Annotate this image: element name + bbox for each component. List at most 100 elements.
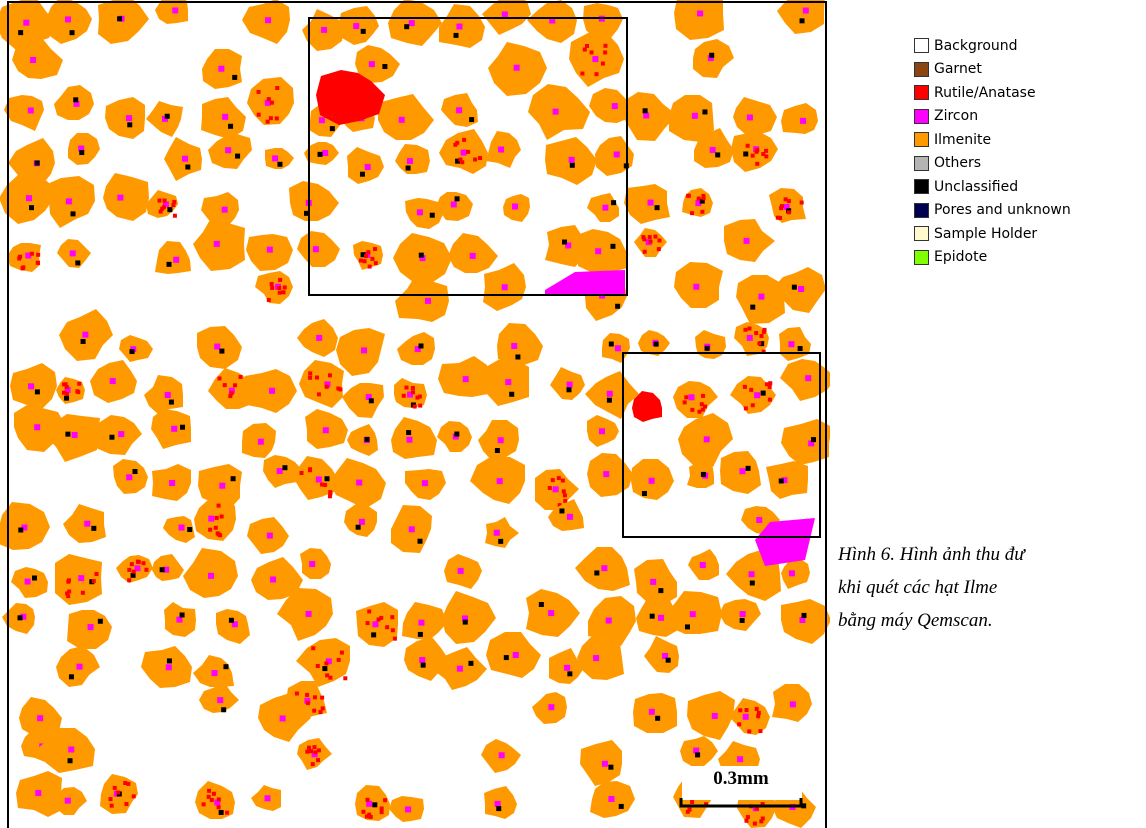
- rutile-spot: [218, 533, 222, 537]
- zircon-spot: [788, 341, 794, 347]
- unclassified-spot: [223, 664, 228, 669]
- grain: [289, 181, 339, 221]
- zircon-spot: [569, 157, 575, 163]
- zircon-spot: [214, 344, 220, 350]
- legend-label: Epidote: [934, 249, 987, 265]
- rutile-spot: [700, 210, 704, 214]
- rutile-spot: [746, 144, 750, 148]
- zircon-spot: [35, 790, 41, 796]
- rutile-spot: [113, 786, 117, 790]
- unclassified-spot: [650, 614, 655, 619]
- legend-label: Others: [934, 155, 981, 171]
- zircon-spot: [505, 379, 511, 385]
- rutile-spot: [657, 238, 661, 242]
- zircon-spot: [225, 147, 231, 153]
- unclassified-spot: [495, 448, 500, 453]
- zircon-spot: [803, 8, 809, 14]
- rutile-spot: [267, 97, 271, 101]
- grain: [695, 330, 726, 359]
- zircon-spot: [372, 621, 378, 627]
- rutile-spot: [415, 396, 419, 400]
- unclassified-spot: [229, 618, 234, 623]
- rutile-spot: [402, 394, 406, 398]
- rutile-spot: [744, 406, 748, 410]
- rutile-spot: [478, 156, 482, 160]
- unclassified-spot: [180, 425, 185, 430]
- scale-bar-label: 0.3mm: [713, 768, 769, 789]
- rutile-spot: [746, 815, 750, 819]
- zircon-spot: [173, 257, 179, 263]
- unclassified-spot: [219, 810, 224, 815]
- zircon-spot: [595, 248, 601, 254]
- rutile-spot: [686, 194, 690, 198]
- legend-swatch: [914, 156, 929, 171]
- zircon-spot: [602, 205, 608, 211]
- unclassified-spot: [404, 24, 409, 29]
- rutile-spot: [374, 261, 378, 265]
- zircon-spot: [502, 11, 508, 17]
- rutile-spot: [557, 476, 561, 480]
- zircon-spot: [65, 16, 71, 22]
- unclassified-spot: [539, 602, 544, 607]
- rutile-spot: [36, 261, 40, 265]
- rutile-spot: [300, 471, 304, 475]
- rutile-spot: [363, 259, 367, 263]
- zircon-spot: [219, 483, 225, 489]
- rutile-spot: [648, 235, 652, 239]
- rutile-spot: [18, 255, 22, 259]
- unclassified-spot: [365, 437, 370, 442]
- unclassified-spot: [369, 398, 374, 403]
- grain: [300, 548, 331, 579]
- zircon-spot: [23, 20, 29, 26]
- rutile-spot: [367, 813, 371, 817]
- grain: [388, 0, 442, 46]
- unclassified-spot: [277, 162, 282, 167]
- unclassified-spot: [792, 285, 797, 290]
- zircon-spot: [502, 284, 508, 290]
- rutile-spot: [361, 810, 365, 814]
- unclassified-spot: [68, 758, 73, 763]
- unclassified-spot: [32, 576, 37, 581]
- unclassified-spot: [81, 339, 86, 344]
- unclassified-spot: [65, 432, 70, 437]
- unclassified-spot: [130, 349, 135, 354]
- zircon-spot: [704, 436, 710, 442]
- rutile-spot: [309, 749, 313, 753]
- unclassified-spot: [17, 615, 22, 620]
- rutile-spot: [385, 625, 389, 629]
- rutile-spot: [583, 48, 587, 52]
- legend-label: Zircon: [934, 108, 978, 124]
- zircon-spot: [407, 158, 413, 164]
- unclassified-spot: [127, 122, 132, 127]
- rutile-spot: [277, 286, 281, 290]
- zircon-spot: [689, 394, 695, 400]
- rutile-spot: [744, 819, 748, 823]
- unclassified-spot: [132, 469, 137, 474]
- zircon-spot: [265, 17, 271, 23]
- legend-label: Pores and unknown: [934, 202, 1071, 218]
- rutile-spot: [142, 561, 146, 565]
- grain: [347, 424, 378, 456]
- rutile-spot: [306, 701, 310, 705]
- unclassified-spot: [361, 29, 366, 34]
- unclassified-spot: [801, 613, 806, 618]
- zircon-spot: [737, 756, 743, 762]
- rutile-spot: [370, 257, 374, 261]
- unclassified-spot: [160, 567, 165, 572]
- zircon-spot: [26, 195, 32, 201]
- rutile-spot: [562, 489, 566, 493]
- grains: [0, 0, 830, 828]
- unclassified-spot: [70, 30, 75, 35]
- grain: [622, 92, 677, 141]
- zircon-spot: [513, 652, 519, 658]
- rutile-spot: [266, 120, 270, 124]
- zircon-spot: [650, 579, 656, 585]
- zircon-spot: [417, 209, 423, 215]
- unclassified-spot: [69, 674, 74, 679]
- unclassified-spot: [615, 304, 620, 309]
- zircon-spot: [649, 709, 655, 715]
- rutile-spot: [228, 394, 232, 398]
- zircon-spot: [306, 611, 312, 617]
- zircon-spot: [744, 238, 750, 244]
- zircon-spot: [166, 664, 172, 670]
